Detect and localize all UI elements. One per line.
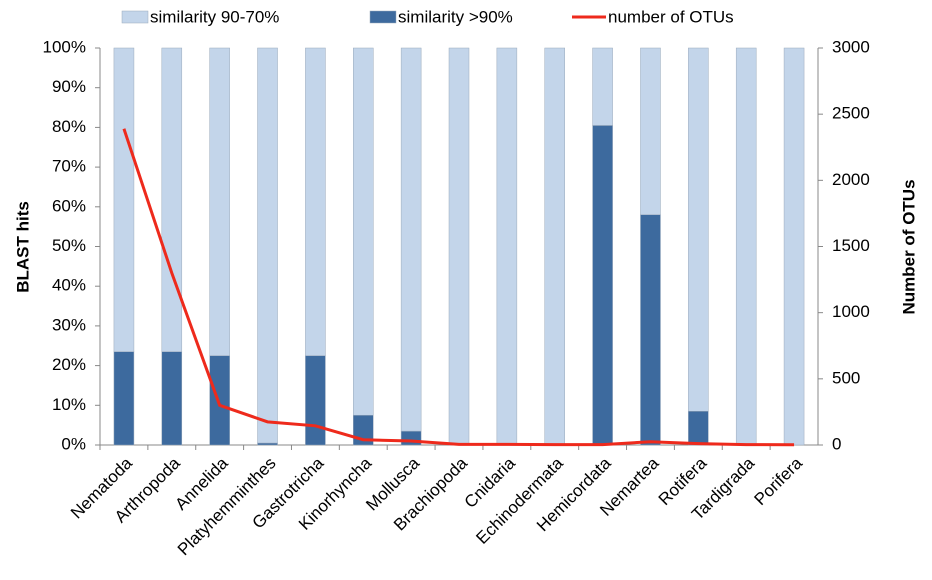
bar <box>305 355 326 446</box>
bar <box>544 47 565 446</box>
bar <box>209 47 230 356</box>
y-tick-label: 30% <box>52 315 86 334</box>
bar <box>305 47 326 356</box>
bar <box>113 351 135 446</box>
bar <box>592 125 613 446</box>
bar <box>592 47 613 126</box>
legend-label: similarity 90-70% <box>150 7 279 26</box>
y-tick-label: 70% <box>52 157 86 176</box>
y-tick-label: 80% <box>52 117 86 136</box>
legend-label: number of OTUs <box>608 7 734 26</box>
bar <box>688 411 709 446</box>
x-tick-label: Porifera <box>751 453 807 509</box>
bar <box>257 47 278 444</box>
bar <box>161 351 183 446</box>
bar <box>640 47 661 215</box>
line <box>122 128 795 447</box>
y2-axis-label: Number of OTUs <box>899 179 918 314</box>
y2-tick-label: 0 <box>832 434 841 453</box>
y-tick-label: 90% <box>52 77 86 96</box>
y-tick-label: 0% <box>61 434 86 453</box>
y-axis-label: BLAST hits <box>13 201 32 293</box>
bar <box>496 47 518 446</box>
y2-tick-label: 2000 <box>832 170 870 189</box>
bar <box>448 47 470 446</box>
legend-label: similarity >90% <box>398 7 513 26</box>
y2-tick-label: 1500 <box>832 236 870 255</box>
bar <box>257 442 278 446</box>
bar <box>353 47 374 416</box>
legend-swatch <box>121 10 149 24</box>
y-tick-label: 10% <box>52 395 86 414</box>
bar <box>400 47 422 432</box>
y2-tick-label: 1000 <box>832 302 870 321</box>
y2-tick-label: 2500 <box>832 104 870 123</box>
bar <box>783 47 805 446</box>
bar <box>209 355 230 446</box>
y2-tick-label: 3000 <box>832 37 870 56</box>
bar <box>640 214 661 446</box>
y-tick-label: 100% <box>43 37 86 56</box>
y-tick-label: 40% <box>52 276 86 295</box>
bar <box>161 47 183 352</box>
bar <box>735 47 757 446</box>
y-tick-label: 50% <box>52 236 86 255</box>
y2-tick-label: 500 <box>832 368 860 387</box>
y-tick-label: 60% <box>52 196 86 215</box>
y-tick-label: 20% <box>52 355 86 374</box>
bar <box>113 47 135 352</box>
legend-swatch <box>369 10 397 24</box>
bar <box>688 47 709 412</box>
